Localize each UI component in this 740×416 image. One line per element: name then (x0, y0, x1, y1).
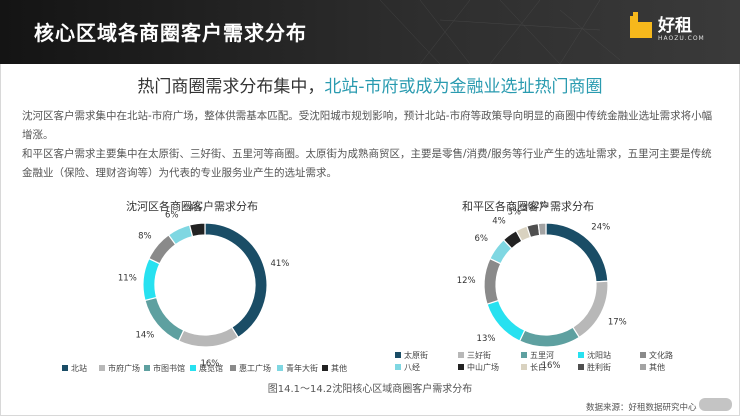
chart2-legend-swatch-9 (578, 364, 584, 370)
chart1-slice-1 (204, 222, 268, 339)
chart2-legend-label-1: 太原街 (404, 350, 428, 360)
headline-part1: 热门商圈需求分布集中， (137, 77, 325, 97)
header-decoration (379, 0, 621, 64)
chart2-legend-swatch-2 (458, 352, 464, 358)
chart2-data-label-3: 16% (542, 361, 561, 371)
chart1-legend-swatch-1 (62, 365, 68, 371)
chart1-slice-7 (188, 222, 206, 238)
chart2-slice-10 (537, 222, 547, 237)
chart1-data-label-6: 6% (165, 210, 179, 220)
chart2-slice-3 (518, 326, 581, 348)
chart2-legend-swatch-1 (395, 352, 401, 358)
chart2-legend-swatch-8 (521, 364, 527, 370)
page-pill (699, 398, 732, 411)
chart2-legend-swatch-10 (640, 364, 646, 370)
chart2-data-label-2: 17% (608, 317, 627, 327)
chart2-legend-label-2: 三好街 (467, 350, 491, 360)
chart1-slice-2 (177, 326, 240, 348)
chart1-legend-label-7: 其他 (331, 363, 347, 373)
headline-part2: 北站-市府或成为金融业选址热门商圈 (324, 77, 603, 97)
chart2-legend-label-3: 五里河 (530, 350, 554, 360)
logo-mark-icon (630, 12, 652, 38)
chart2-legend-swatch-4 (578, 352, 584, 358)
chart1-data-label-3: 14% (135, 331, 154, 341)
header-bar: 核心区域各商圈客户需求分布 好租 HAOZU.COM (0, 0, 740, 64)
chart1-data-label-4: 11% (118, 274, 137, 284)
chart1-legend-swatch-3 (144, 365, 150, 371)
logo-text: 好租 (658, 16, 692, 36)
chart2-legend-label-7: 中山广场 (467, 362, 499, 372)
chart1-slice-4 (142, 257, 161, 302)
chart2-legend-swatch-3 (521, 352, 527, 358)
headline: 热门商圈需求分布集中，北站-市府或成为金融业选址热门商圈 (0, 72, 740, 97)
chart1-data-label-1: 41% (270, 259, 289, 269)
chart1-legend: 北站 市府广场 市图书馆 展览馆 惠工广场 青年大街 其他 (62, 363, 347, 373)
chart2-legend-label-10: 其他 (649, 362, 665, 372)
chart1-title: 沈河区各商圈客户需求分布 (126, 200, 258, 213)
chart2-slice-5 (483, 257, 502, 305)
chart2-data-label-1: 24% (591, 223, 610, 233)
chart2-legend-swatch-7 (458, 364, 464, 370)
chart2-legend-label-9: 胜利街 (587, 362, 611, 372)
chart2-data-label-6: 6% (475, 234, 489, 244)
chart1-legend-label-4: 展览馆 (199, 363, 223, 373)
haozu-logo: 好租 HAOZU.COM (630, 9, 720, 53)
chart2-title: 和平区各商圈客户需求分布 (462, 200, 594, 213)
chart1-legend-label-6: 青年大街 (286, 363, 318, 373)
chart2-data-label-5: 12% (457, 276, 476, 286)
figure-caption: 图14.1～14.2沈阳核心区域商圈客户需求分布 (267, 384, 473, 395)
chart2-slice-2 (571, 280, 609, 339)
chart1-legend-swatch-6 (277, 365, 283, 371)
chart2-data-label-8: 3% (507, 208, 521, 218)
chart1-legend-label-5: 惠工广场 (239, 363, 271, 373)
chart1-data-label-5: 8% (138, 231, 152, 241)
chart2-data-label-10: 2% (534, 201, 548, 211)
chart1-legend-swatch-7 (322, 365, 328, 371)
chart2-data-label-4: 13% (477, 334, 496, 344)
chart1-legend-label-3: 市图书馆 (153, 363, 185, 373)
chart2-data-label-9: 3% (522, 203, 536, 213)
chart1-data-label-7: 4% (188, 204, 202, 214)
chart1-legend-swatch-5 (230, 365, 236, 371)
chart2-data-label-7: 4% (492, 216, 506, 226)
chart2-donut: 24%17%16%13%12%6%4%3% 3%2% (457, 201, 627, 371)
chart2-legend-swatch-6 (395, 364, 401, 370)
paragraph-shenhe: 沈河区客户需求集中在北站-市府广场，整体供需基本匹配。受沈阳城市规划影响，预计北… (22, 110, 713, 141)
chart2-legend-swatch-5 (640, 352, 646, 358)
chart1-legend-swatch-2 (99, 365, 105, 371)
chart2-legend-label-5: 文化路 (649, 350, 673, 360)
paragraph-heping: 和平区客户需求主要集中在太原街、三好街、五里河等商圈。太原街为成熟商贸区，主要是… (22, 148, 712, 179)
chart1-legend-label-2: 市府广场 (108, 363, 140, 373)
chart1-legend-label-1: 北站 (71, 363, 87, 373)
chart2-legend-label-4: 沈阳站 (587, 350, 611, 360)
data-source: 数据来源：好租数据研究中心 (586, 403, 697, 413)
page-title: 核心区域各商圈客户需求分布 (34, 21, 307, 45)
chart1-donut: 41% 16% 14% 11% 8% 6% 4% (118, 204, 289, 369)
chart2-legend-label-6: 八经 (404, 362, 420, 372)
chart1-legend-swatch-4 (190, 365, 196, 371)
chart1-data-label-2: 16% (200, 359, 219, 369)
logo-subtext: HAOZU.COM (658, 35, 705, 42)
chart2-legend-label-8: 长白 (530, 362, 546, 372)
